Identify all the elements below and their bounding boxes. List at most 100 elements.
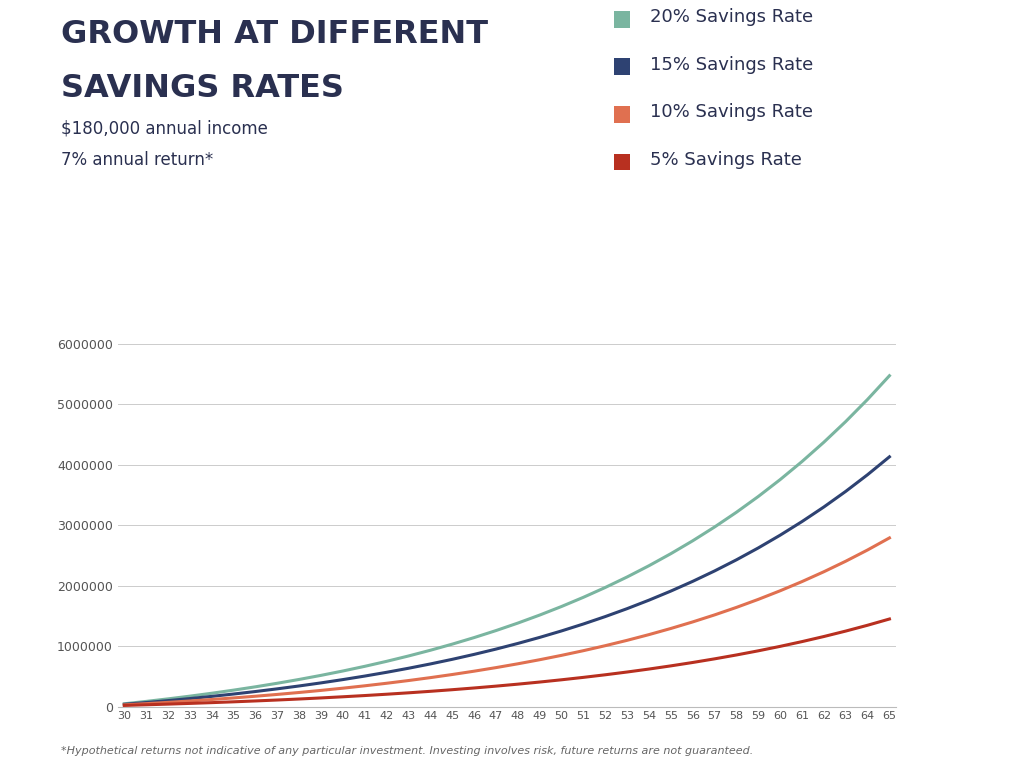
5% Savings Rate bbox=[599, 670, 611, 680]
15% Savings Rate bbox=[271, 684, 284, 694]
20% Savings Rate bbox=[555, 602, 567, 611]
15% Savings Rate bbox=[578, 619, 590, 628]
5% Savings Rate bbox=[271, 695, 284, 704]
15% Savings Rate bbox=[293, 681, 305, 690]
5% Savings Rate bbox=[468, 684, 480, 693]
10% Savings Rate bbox=[489, 663, 502, 672]
Line: 15% Savings Rate: 15% Savings Rate bbox=[124, 457, 890, 704]
20% Savings Rate bbox=[468, 633, 480, 642]
15% Savings Rate bbox=[709, 566, 721, 575]
15% Savings Rate bbox=[140, 698, 153, 707]
10% Savings Rate bbox=[271, 690, 284, 699]
Line: 10% Savings Rate: 10% Savings Rate bbox=[124, 538, 890, 705]
20% Savings Rate bbox=[140, 697, 153, 706]
20% Savings Rate bbox=[162, 694, 174, 703]
5% Savings Rate bbox=[337, 692, 349, 701]
15% Savings Rate bbox=[227, 690, 240, 699]
Text: GROWTH AT DIFFERENT: GROWTH AT DIFFERENT bbox=[61, 19, 488, 50]
5% Savings Rate bbox=[183, 699, 196, 708]
Text: 7% annual return*: 7% annual return* bbox=[61, 151, 214, 169]
5% Savings Rate bbox=[578, 673, 590, 682]
5% Savings Rate bbox=[709, 654, 721, 664]
10% Savings Rate bbox=[534, 655, 546, 664]
5% Savings Rate bbox=[249, 697, 261, 706]
5% Savings Rate bbox=[840, 627, 852, 636]
20% Savings Rate bbox=[818, 438, 830, 447]
20% Savings Rate bbox=[665, 549, 677, 558]
20% Savings Rate bbox=[446, 640, 459, 649]
20% Savings Rate bbox=[249, 682, 261, 691]
15% Savings Rate bbox=[686, 577, 698, 586]
10% Savings Rate bbox=[227, 694, 240, 703]
5% Savings Rate bbox=[358, 691, 371, 700]
15% Savings Rate bbox=[796, 517, 808, 526]
10% Savings Rate bbox=[446, 670, 459, 679]
20% Savings Rate bbox=[315, 670, 328, 680]
10% Savings Rate bbox=[643, 630, 655, 639]
10% Savings Rate bbox=[424, 673, 436, 682]
Text: 5% Savings Rate: 5% Savings Rate bbox=[650, 151, 802, 169]
5% Savings Rate bbox=[402, 688, 415, 697]
20% Savings Rate bbox=[489, 626, 502, 635]
15% Savings Rate bbox=[358, 671, 371, 680]
10% Savings Rate bbox=[753, 594, 765, 604]
Text: *Hypothetical returns not indicative of any particular investment. Investing inv: *Hypothetical returns not indicative of … bbox=[61, 746, 754, 756]
10% Savings Rate bbox=[315, 686, 328, 695]
Text: 15% Savings Rate: 15% Savings Rate bbox=[650, 55, 813, 74]
20% Savings Rate bbox=[402, 651, 415, 660]
15% Savings Rate bbox=[861, 470, 873, 479]
15% Savings Rate bbox=[534, 633, 546, 642]
10% Savings Rate bbox=[293, 688, 305, 697]
15% Savings Rate bbox=[665, 587, 677, 596]
5% Savings Rate bbox=[884, 614, 896, 624]
20% Savings Rate bbox=[621, 572, 633, 581]
20% Savings Rate bbox=[686, 536, 698, 545]
10% Savings Rate bbox=[599, 641, 611, 650]
5% Savings Rate bbox=[206, 698, 218, 707]
10% Savings Rate bbox=[468, 667, 480, 676]
5% Savings Rate bbox=[753, 646, 765, 655]
15% Savings Rate bbox=[249, 687, 261, 696]
Text: SAVINGS RATES: SAVINGS RATES bbox=[61, 73, 344, 104]
15% Savings Rate bbox=[162, 696, 174, 705]
10% Savings Rate bbox=[118, 700, 130, 710]
15% Savings Rate bbox=[489, 644, 502, 654]
15% Savings Rate bbox=[381, 667, 393, 677]
5% Savings Rate bbox=[555, 675, 567, 684]
5% Savings Rate bbox=[381, 690, 393, 699]
15% Savings Rate bbox=[818, 502, 830, 511]
15% Savings Rate bbox=[446, 655, 459, 664]
5% Savings Rate bbox=[140, 700, 153, 710]
Line: 5% Savings Rate: 5% Savings Rate bbox=[124, 619, 890, 706]
15% Savings Rate bbox=[337, 675, 349, 684]
20% Savings Rate bbox=[861, 395, 873, 404]
10% Savings Rate bbox=[665, 624, 677, 633]
15% Savings Rate bbox=[621, 604, 633, 614]
10% Savings Rate bbox=[206, 695, 218, 704]
15% Savings Rate bbox=[599, 612, 611, 621]
20% Savings Rate bbox=[271, 679, 284, 688]
Line: 20% Savings Rate: 20% Savings Rate bbox=[124, 376, 890, 703]
20% Savings Rate bbox=[381, 657, 393, 666]
15% Savings Rate bbox=[424, 660, 436, 669]
5% Savings Rate bbox=[227, 697, 240, 707]
10% Savings Rate bbox=[337, 684, 349, 693]
5% Savings Rate bbox=[621, 667, 633, 677]
15% Savings Rate bbox=[468, 650, 480, 659]
20% Savings Rate bbox=[512, 618, 524, 627]
15% Savings Rate bbox=[730, 555, 742, 564]
15% Savings Rate bbox=[402, 664, 415, 673]
10% Savings Rate bbox=[621, 636, 633, 645]
20% Savings Rate bbox=[578, 593, 590, 602]
5% Savings Rate bbox=[861, 621, 873, 630]
5% Savings Rate bbox=[686, 658, 698, 667]
20% Savings Rate bbox=[293, 675, 305, 684]
20% Savings Rate bbox=[774, 475, 786, 484]
20% Savings Rate bbox=[709, 522, 721, 531]
10% Savings Rate bbox=[840, 557, 852, 566]
15% Savings Rate bbox=[643, 595, 655, 604]
10% Savings Rate bbox=[512, 659, 524, 668]
15% Savings Rate bbox=[118, 700, 130, 709]
15% Savings Rate bbox=[753, 543, 765, 552]
10% Savings Rate bbox=[249, 692, 261, 701]
